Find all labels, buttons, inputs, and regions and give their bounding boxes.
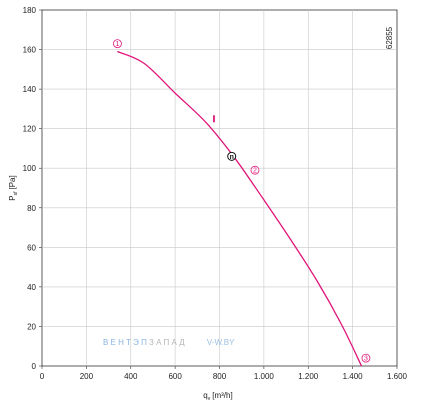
x-tick-label: 600 — [168, 372, 182, 381]
chart-id: 62855 — [385, 26, 394, 49]
point-marker-label: 2 — [253, 168, 257, 175]
y-axis-label-unit: [Pa] — [8, 175, 17, 189]
x-tick-label: 800 — [213, 372, 227, 381]
operating-point-label: n — [230, 154, 234, 161]
x-tick-label: 1.200 — [298, 372, 319, 381]
x-axis-label: qv [m³/h] — [203, 391, 232, 402]
point-marker-label: 3 — [364, 355, 368, 362]
x-tick-label: 400 — [124, 372, 138, 381]
y-tick-label: 60 — [27, 243, 36, 252]
point-marker-circle — [250, 165, 260, 175]
y-tick-label: 180 — [23, 6, 37, 15]
x-tick-label: 1.600 — [387, 372, 408, 381]
x-axis-label-unit: [m³/h] — [212, 391, 232, 400]
y-tick-label: 40 — [27, 283, 36, 292]
point-marker-circle — [361, 353, 371, 363]
watermark-part3: V-W.BY — [207, 338, 235, 347]
y-tick-label: 0 — [32, 362, 37, 371]
y-tick-label: 20 — [27, 322, 36, 331]
point-marker-circle — [113, 39, 122, 49]
y-axis-label-sub: sf — [13, 191, 19, 196]
y-tick-labels: 0 20 40 60 80 100 120 140 160 180 — [23, 6, 37, 371]
grid-lines — [39, 9, 398, 369]
x-tick-labels: 0 200 400 600 800 1.000 1.200 1.400 1.600 — [40, 372, 408, 381]
x-axis-label-sub: v — [208, 396, 211, 402]
y-tick-label: 120 — [23, 125, 37, 134]
x-tick-label: 1.400 — [343, 372, 364, 381]
x-tick-label: 0 — [40, 372, 45, 381]
x-axis-label-symbol: q — [203, 391, 207, 400]
watermark-part2: ЗАПАД — [149, 338, 187, 347]
y-tick-label: 100 — [23, 164, 37, 173]
series-line — [117, 50, 363, 367]
point-markers: 1 2 3 n — [113, 39, 371, 363]
y-axis-label-symbol: P — [8, 195, 17, 200]
x-tick-label: 1.000 — [254, 372, 275, 381]
y-tick-label: 80 — [27, 204, 36, 213]
y-axis-label: Psf [Pa] — [8, 175, 19, 200]
y-tick-label: 140 — [23, 85, 37, 94]
x-tick-label: 200 — [80, 372, 94, 381]
watermark-part1: ВЕНТЭП — [103, 338, 149, 347]
operating-point-circle — [227, 151, 237, 161]
point-marker-label: 1 — [115, 41, 119, 48]
watermark: ВЕНТЭПЗАПАД V-W.BY — [103, 338, 235, 347]
series-group — [117, 50, 363, 367]
y-tick-label: 160 — [23, 46, 37, 55]
